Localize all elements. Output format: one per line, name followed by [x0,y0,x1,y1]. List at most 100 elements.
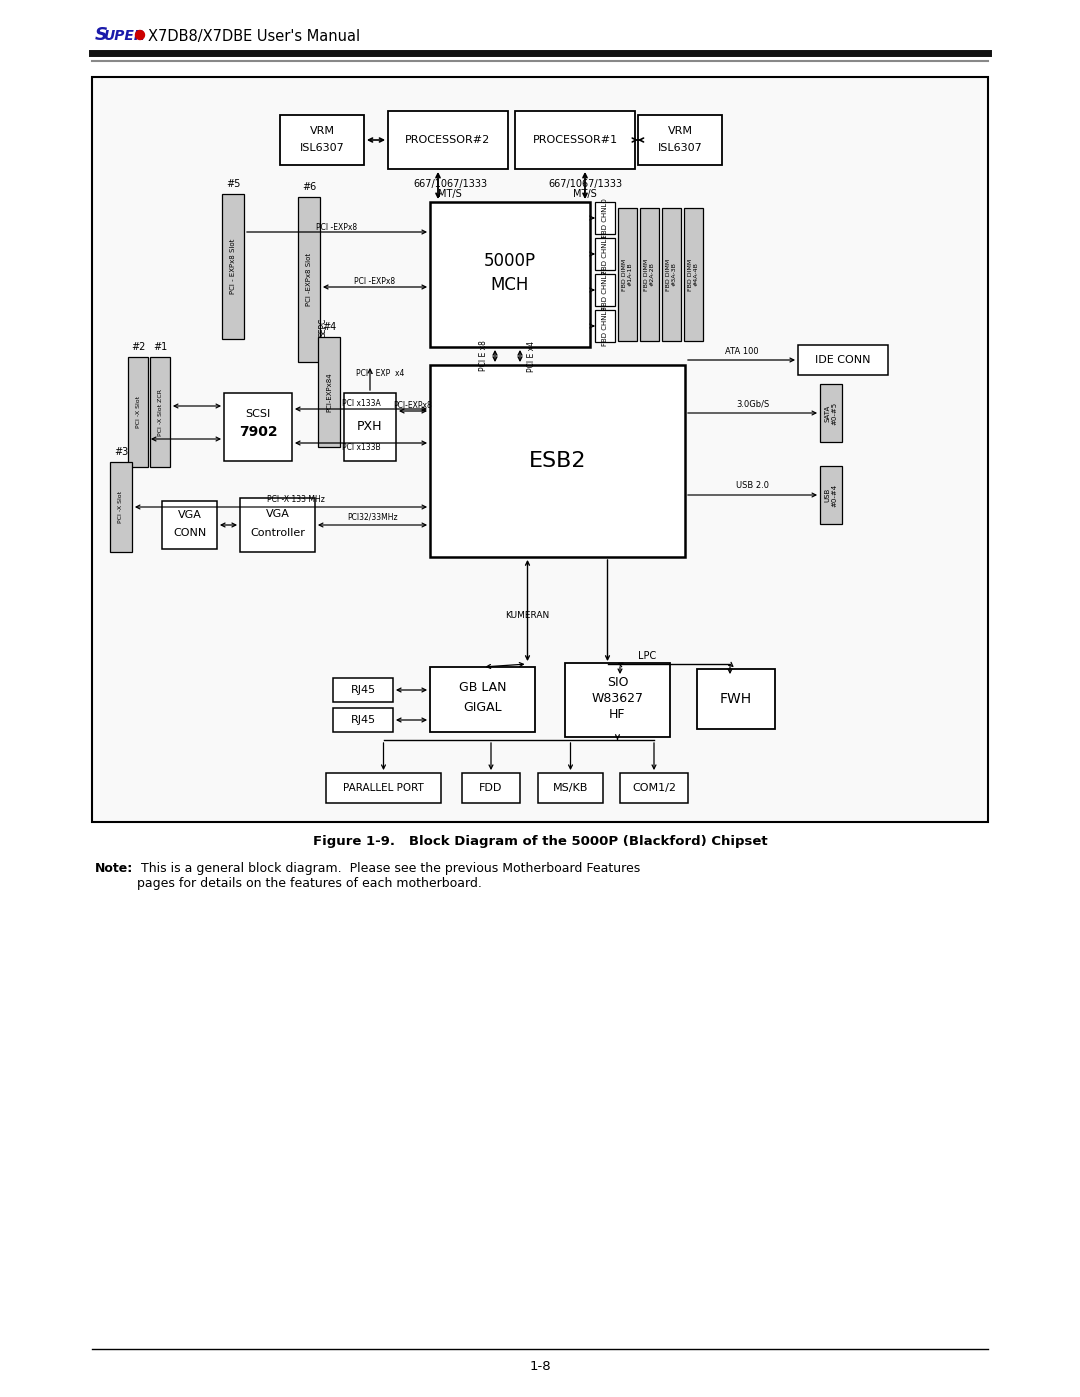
Bar [240,497,315,552]
Text: VGA: VGA [266,509,289,520]
Text: Figure 1-9.   Block Diagram of the 5000P (Blackford) Chipset: Figure 1-9. Block Diagram of the 5000P (… [313,834,767,848]
Text: LPC: LPC [638,651,657,661]
Bar [388,110,508,169]
Text: Note:: Note: [95,862,133,875]
Text: RJ45: RJ45 [350,685,376,694]
Text: RJ45: RJ45 [350,715,376,725]
Bar [798,345,888,374]
Text: PCI32/33MHz: PCI32/33MHz [347,513,397,521]
Bar [618,208,637,341]
Bar [538,773,603,803]
Text: SCSI: SCSI [245,409,271,419]
Text: GB LAN: GB LAN [459,680,507,694]
Text: PCI -EXPx8: PCI -EXPx8 [316,222,357,232]
Text: 3.0Gb/S: 3.0Gb/S [735,400,769,408]
Text: VGA: VGA [177,510,202,520]
Text: FBD DIMM
#3A-3B: FBD DIMM #3A-3B [666,258,677,291]
Text: PCI-EXPx84: PCI-EXPx84 [326,372,332,412]
Bar [298,197,320,362]
Text: PCI E x8: PCI E x8 [478,341,487,372]
Bar [595,274,615,306]
Bar [662,208,681,341]
Text: MT/S: MT/S [438,189,462,198]
Bar [430,365,685,557]
Text: PCI - EXP  x4: PCI - EXP x4 [355,369,404,379]
Text: PARALLEL PORT: PARALLEL PORT [343,782,423,793]
Text: Controller: Controller [251,528,305,538]
Bar [333,708,393,732]
Bar [224,393,292,461]
Text: SEPC: SEPC [319,317,327,337]
Text: 5000P: 5000P [484,251,536,270]
Bar [150,358,170,467]
Text: #1: #1 [153,342,167,352]
Text: PCI - EXPx8 Slot: PCI - EXPx8 Slot [230,239,237,295]
Bar [430,203,590,346]
Text: 1-8: 1-8 [529,1361,551,1373]
Text: PCI -X Slot ZCR: PCI -X Slot ZCR [158,388,162,436]
Bar [638,115,723,165]
Bar [462,773,519,803]
Text: FWH: FWH [720,692,752,705]
Text: 667/1067/1333: 667/1067/1333 [548,179,622,189]
Text: SIO: SIO [607,676,629,689]
Text: PCI -X Slot: PCI -X Slot [119,490,123,522]
Text: FBD DIMM
#4A-4B: FBD DIMM #4A-4B [688,258,699,291]
Text: PCI -EXPx8: PCI -EXPx8 [354,277,395,285]
Text: ISL6307: ISL6307 [299,142,345,154]
Text: GIGAL: GIGAL [463,701,502,714]
Text: 7902: 7902 [239,425,278,439]
Bar [640,208,659,341]
Bar [92,77,988,821]
Text: PROCESSOR#1: PROCESSOR#1 [532,136,618,145]
Text: VRM: VRM [667,126,692,136]
Text: PROCESSOR#2: PROCESSOR#2 [405,136,490,145]
Text: FDD: FDD [480,782,502,793]
Bar [684,208,703,341]
Bar [595,203,615,235]
Text: UPER: UPER [103,29,145,43]
Text: This is a general block diagram.  Please see the previous Motherboard Features
p: This is a general block diagram. Please … [137,862,640,890]
Bar [620,773,688,803]
Text: ISL6307: ISL6307 [658,142,702,154]
Text: PCI -X Slot: PCI -X Slot [135,395,140,427]
Text: PCI x133B: PCI x133B [341,443,380,451]
Bar [820,467,842,524]
Bar [333,678,393,703]
Text: ESB2: ESB2 [529,451,586,471]
Text: USB
#0-#4: USB #0-#4 [824,483,837,507]
Text: FBD CHNL2: FBD CHNL2 [602,270,608,310]
Bar [565,664,670,738]
Text: KUMERAN: KUMERAN [505,610,550,620]
Text: PCI-EXPx8: PCI-EXPx8 [393,401,432,409]
Text: PXH: PXH [357,420,382,433]
Bar [129,358,148,467]
Bar [430,666,535,732]
Bar [162,502,217,549]
Text: MT/S: MT/S [573,189,597,198]
Text: USB 2.0: USB 2.0 [735,482,769,490]
Bar [280,115,364,165]
Text: #2: #2 [131,342,145,352]
Text: SATA
#0-#5: SATA #0-#5 [824,401,837,425]
Text: #5: #5 [226,179,240,189]
Text: VRM: VRM [310,126,335,136]
Bar [345,393,396,461]
Text: X7DB8/X7DBE User's Manual: X7DB8/X7DBE User's Manual [148,28,360,43]
Text: CONN: CONN [173,528,206,538]
Bar [326,773,441,803]
Text: FBD CHNL3: FBD CHNL3 [602,306,608,346]
Text: FBD CHNL0: FBD CHNL0 [602,198,608,237]
Bar [222,194,244,339]
Text: #3: #3 [113,447,129,457]
Bar [318,337,340,447]
Text: HF: HF [609,707,625,721]
Bar [697,669,775,729]
Text: PCI E x4: PCI E x4 [527,341,537,372]
Text: #6: #6 [302,182,316,191]
Text: FBD DIMM
#2A-2B: FBD DIMM #2A-2B [644,258,654,291]
Text: PCI -X 133 MHz: PCI -X 133 MHz [267,495,325,503]
Circle shape [135,31,145,39]
Bar [595,310,615,342]
Bar [515,110,635,169]
